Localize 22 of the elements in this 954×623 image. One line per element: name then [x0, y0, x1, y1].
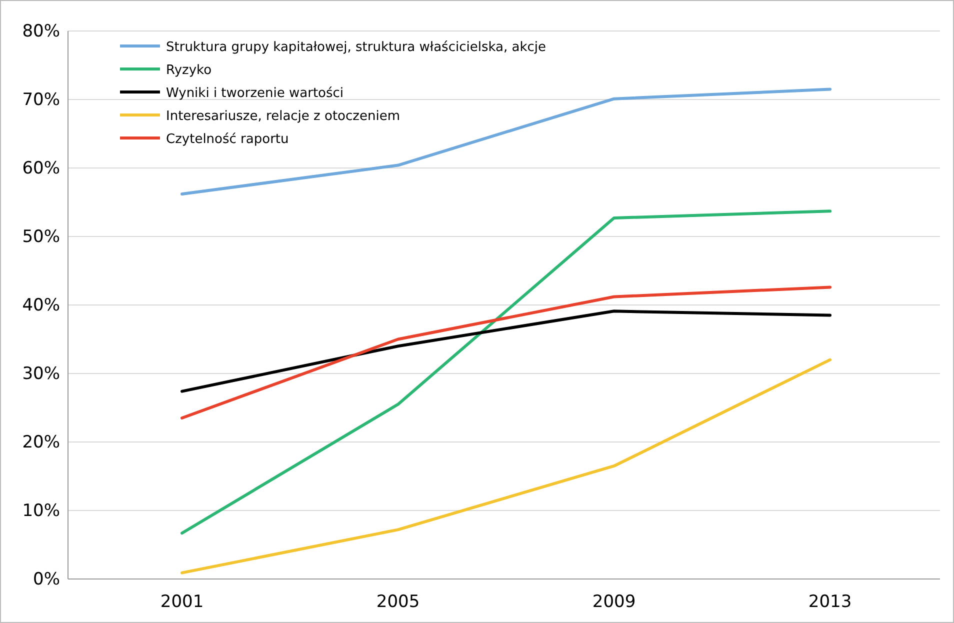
legend-label: Czytelność raportu — [166, 132, 289, 147]
y-tick-label: 70% — [22, 90, 60, 110]
x-tick-label: 2013 — [808, 592, 852, 612]
y-tick-label: 80% — [22, 21, 60, 42]
y-tick-label: 20% — [22, 432, 60, 452]
x-tick-label: 2005 — [376, 592, 420, 612]
y-tick-label: 10% — [22, 500, 60, 521]
y-tick-label: 30% — [22, 364, 60, 384]
x-tick-label: 2001 — [160, 592, 204, 612]
x-tick-label: 2009 — [592, 592, 636, 612]
legend-label: Struktura grupy kapitałowej, struktura właścicielska, akcje — [166, 40, 546, 55]
line-series — [180, 286, 832, 420]
line-series — [180, 310, 832, 393]
y-tick-label: 0% — [33, 569, 60, 590]
y-tick-label: 50% — [22, 226, 60, 247]
line-series — [180, 210, 832, 535]
legend-label: Interesariusze, relacje z otoczeniem — [166, 109, 400, 124]
y-tick-label: 40% — [22, 295, 60, 316]
legend-label: Wyniki i tworzenie wartości — [166, 86, 344, 101]
line-series — [180, 358, 832, 574]
y-tick-label: 60% — [22, 158, 60, 178]
legend-label: Ryzyko — [166, 63, 212, 78]
